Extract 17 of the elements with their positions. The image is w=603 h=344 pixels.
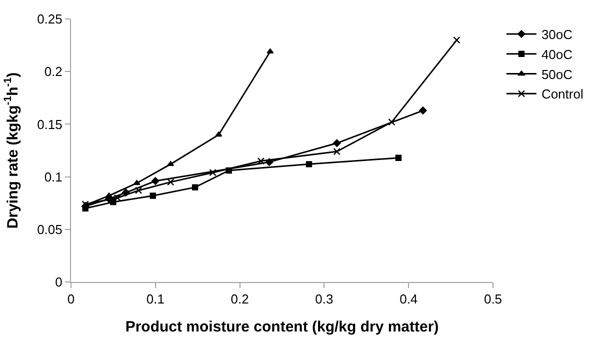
y-tick-label: 0.1 <box>44 169 62 184</box>
legend-label: 30oC <box>541 27 573 42</box>
y-tick-label: 0.25 <box>37 12 62 27</box>
x-tick-label: 0 <box>67 292 75 307</box>
y-tick-label: 0.15 <box>37 116 62 132</box>
legend-label: 50oC <box>541 66 573 82</box>
legend-label: Control <box>541 86 584 102</box>
x-tick-label: 0.5 <box>484 292 502 307</box>
x-tick-label: 0.2 <box>230 292 249 307</box>
legend-label: 40oC <box>541 46 573 62</box>
x-tick-label: 0.3 <box>315 292 334 307</box>
y-tick-label: 0 <box>55 274 62 290</box>
y-tick-label: 0.05 <box>37 222 62 237</box>
x-axis-title: Product moisture content (kg/kg dry matter) <box>125 318 439 336</box>
x-tick-label: 0.1 <box>146 292 164 307</box>
y-tick-label: 0.2 <box>44 64 62 80</box>
x-tick-label: 0.4 <box>400 292 418 307</box>
